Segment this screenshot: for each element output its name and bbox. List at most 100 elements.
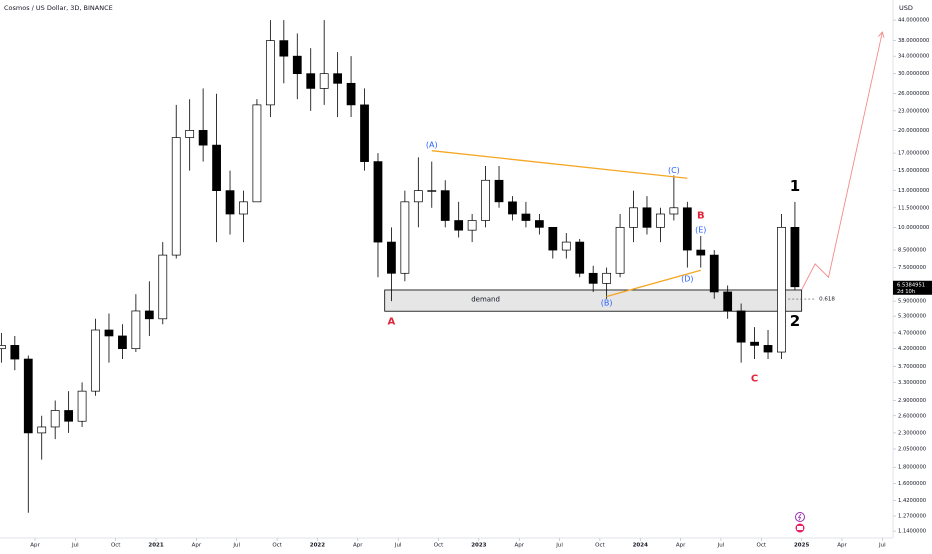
wave-label: (A)	[426, 141, 438, 150]
candle-body	[10, 345, 20, 360]
candle-body	[723, 291, 733, 312]
candle-body	[37, 426, 47, 434]
candle-body	[319, 73, 329, 89]
plot-area: demand 0.618 (A) (B) (C) (D) (E) A B C 1 2	[0, 20, 885, 513]
candle-body	[440, 190, 450, 221]
projection-arrowhead	[878, 31, 885, 38]
candle-body	[292, 55, 302, 75]
y-tick-label: 44.0000000	[898, 18, 929, 24]
y-tick-label: 7.5000000	[898, 265, 926, 271]
x-tick-label: Oct	[595, 543, 605, 549]
y-tick-label: 15.0000000	[898, 168, 929, 174]
x-tick-label: Apr	[837, 543, 847, 549]
candle-body	[387, 241, 396, 274]
candle-body	[158, 254, 168, 320]
currency-label: USD	[899, 4, 913, 12]
projection-line	[801, 31, 883, 290]
candle-body	[64, 410, 74, 422]
candle-body	[602, 272, 612, 284]
lightning-glyph	[797, 513, 802, 521]
lightning-icon[interactable]	[795, 512, 805, 522]
candle-body	[373, 161, 383, 243]
candle-body	[91, 329, 100, 392]
candle-body	[118, 335, 127, 350]
candle-body	[346, 82, 356, 106]
candle-body	[198, 130, 208, 146]
wave-label: 2	[790, 312, 800, 330]
candle-body	[669, 207, 679, 215]
y-tick-label: 4.2000000	[898, 346, 926, 352]
y-tick-label: 4.7000000	[898, 330, 926, 336]
y-tick-label: 1.1400000	[898, 529, 926, 535]
candle-body	[413, 190, 423, 203]
x-tick-label: Oct	[757, 543, 767, 549]
x-tick-label: Apr	[30, 543, 40, 549]
wave-label: 1	[790, 177, 800, 195]
candle-body	[763, 345, 773, 353]
candle-body	[629, 207, 638, 228]
wave-label: B	[697, 210, 705, 221]
x-tick-label: Jul	[555, 543, 563, 549]
candle-body	[642, 207, 652, 228]
x-tick-label: Oct	[272, 543, 282, 549]
candle-body	[144, 310, 154, 320]
candle-body	[265, 40, 275, 106]
candle-body	[171, 137, 181, 256]
countdown-label: 2d 10h	[897, 289, 915, 295]
y-tick-label: 3.7000000	[898, 364, 926, 370]
y-tick-label: 23.0000000	[898, 108, 929, 114]
y-tick-label: 26.0000000	[898, 91, 929, 97]
candle-body	[239, 201, 248, 215]
candle-body	[682, 207, 692, 251]
y-tick-label: 3.3000000	[898, 380, 926, 386]
candle-body	[454, 220, 464, 231]
last-price-tag	[893, 280, 932, 295]
candle-body	[494, 179, 504, 203]
candle-body	[279, 40, 289, 57]
x-tick-label: 2025	[794, 543, 809, 549]
x-tick-label: 2023	[471, 543, 486, 549]
y-tick-label: 30.0000000	[898, 71, 929, 77]
candle-body	[481, 179, 490, 221]
candle-body	[252, 104, 262, 203]
candle-body	[709, 254, 719, 293]
y-tick-label: 10.0000000	[898, 225, 929, 231]
candle-body	[50, 410, 60, 428]
x-tick-label: Jul	[71, 543, 79, 549]
y-tick-label: 2.0500000	[898, 447, 926, 453]
wave-label: (D)	[681, 275, 693, 284]
bottom-icons	[795, 512, 805, 533]
candle-body	[104, 329, 114, 337]
wave-label: A	[388, 317, 396, 328]
candle-body	[77, 390, 87, 422]
y-tick-label: 2.9000000	[898, 398, 926, 404]
candle-body	[696, 249, 706, 256]
x-tick-label: Apr	[676, 543, 686, 549]
x-tick-label: Apr	[514, 543, 524, 549]
demand-label: demand	[471, 296, 500, 304]
candle-body	[588, 272, 598, 284]
x-tick-label: Apr	[192, 543, 202, 549]
wave-label: (E)	[695, 226, 706, 235]
wave-label: C	[751, 374, 758, 385]
candle-body	[548, 226, 558, 251]
y-tick-label: 1.6000000	[898, 481, 926, 487]
x-tick-label: Jul	[394, 543, 402, 549]
last-price-label: 6.5384951	[897, 282, 925, 288]
candle-body	[736, 310, 746, 343]
y-tick-label: 1.2700000	[898, 513, 926, 519]
x-tick-label: Oct	[434, 543, 444, 549]
x-tick-label: Apr	[353, 543, 363, 549]
y-tick-label: 13.0000000	[898, 188, 929, 194]
x-tick-label: Jul	[232, 543, 240, 549]
candle-body	[750, 341, 759, 346]
y-tick-label: 34.0000000	[898, 54, 929, 60]
y-tick-label: 8.5000000	[898, 248, 926, 254]
x-tick-label: Jul	[717, 543, 725, 549]
candle-body	[521, 213, 531, 221]
x-tick-label: 2021	[148, 543, 163, 549]
candle-body	[615, 226, 625, 274]
y-tick-label: 20.0000000	[898, 128, 929, 134]
